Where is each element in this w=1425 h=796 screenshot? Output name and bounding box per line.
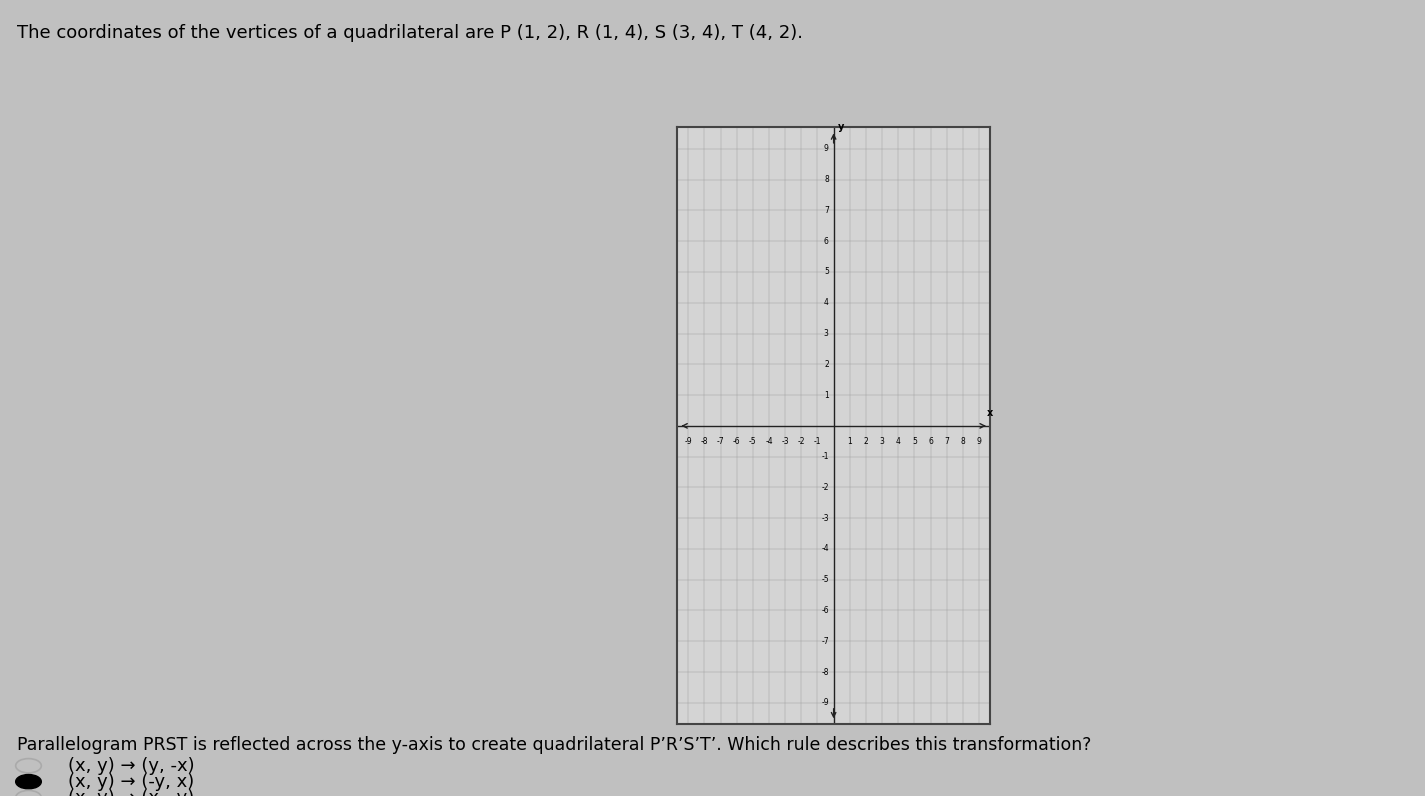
Text: 1: 1: [848, 437, 852, 446]
Text: -5: -5: [821, 576, 829, 584]
Text: 5: 5: [824, 267, 829, 276]
Text: -2: -2: [798, 437, 805, 446]
Text: 2: 2: [864, 437, 868, 446]
Text: -8: -8: [821, 668, 829, 677]
Text: 5: 5: [912, 437, 916, 446]
Text: 4: 4: [824, 298, 829, 307]
Text: (x, y) → (-y, x): (x, y) → (-y, x): [68, 773, 195, 790]
Text: 7: 7: [824, 206, 829, 215]
Text: -3: -3: [781, 437, 789, 446]
Text: x: x: [988, 408, 993, 418]
Text: 6: 6: [824, 236, 829, 246]
Text: -1: -1: [814, 437, 821, 446]
Text: y: y: [838, 123, 844, 132]
Text: -6: -6: [732, 437, 741, 446]
Text: 8: 8: [824, 175, 829, 184]
Text: 9: 9: [976, 437, 982, 446]
Text: 3: 3: [879, 437, 885, 446]
Text: Parallelogram PRST is reflected across the y-axis to create quadrilateral P’R’S’: Parallelogram PRST is reflected across t…: [17, 736, 1092, 755]
Text: The coordinates of the vertices of a quadrilateral are P (1, 2), R (1, 4), S (3,: The coordinates of the vertices of a qua…: [17, 24, 804, 42]
Text: -4: -4: [765, 437, 772, 446]
Text: (x, y) → (y, -x): (x, y) → (y, -x): [68, 757, 195, 775]
Text: 7: 7: [945, 437, 949, 446]
Text: 4: 4: [896, 437, 901, 446]
Text: -7: -7: [821, 637, 829, 646]
Text: -1: -1: [821, 452, 829, 461]
Text: -4: -4: [821, 544, 829, 553]
Text: 3: 3: [824, 329, 829, 338]
Text: 6: 6: [928, 437, 933, 446]
Text: 9: 9: [824, 144, 829, 154]
Text: -8: -8: [701, 437, 708, 446]
Text: -7: -7: [717, 437, 724, 446]
Text: 1: 1: [824, 391, 829, 400]
Text: (x, y) → (x, -y): (x, y) → (x, -y): [68, 789, 195, 796]
Text: 2: 2: [824, 360, 829, 369]
Text: -3: -3: [821, 513, 829, 523]
Text: -9: -9: [821, 698, 829, 708]
Text: -6: -6: [821, 606, 829, 615]
Text: -2: -2: [821, 483, 829, 492]
Text: -5: -5: [750, 437, 757, 446]
Text: 8: 8: [960, 437, 965, 446]
Text: -9: -9: [684, 437, 693, 446]
